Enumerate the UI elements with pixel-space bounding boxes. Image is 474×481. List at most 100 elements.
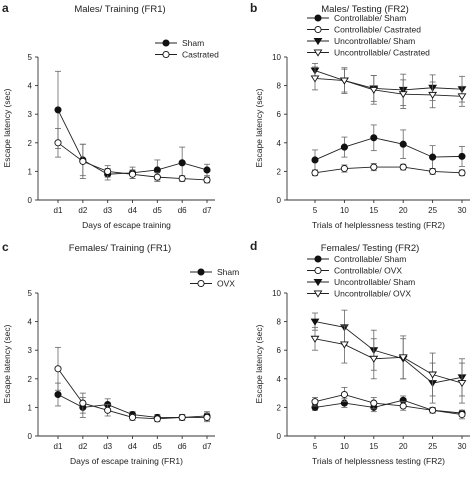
legend-marker [162,50,170,59]
legend-label: Castrated [182,50,219,60]
y-tick-label: 1 [28,403,33,412]
panel-title: Females/ Testing (FR2) [321,243,420,254]
data-point [178,413,186,421]
x-tick-label: 5 [313,206,318,215]
x-tick-label: d2 [78,442,87,451]
x-tick-label: 20 [399,442,408,451]
legend: Sham OVX [190,267,239,289]
data-point [203,176,211,184]
legend-marker [313,49,323,57]
series-2 [311,386,466,420]
panel-letter: b [250,1,257,15]
y-tick-label: 10 [272,53,281,62]
series-3 [310,63,467,107]
legend: Sham Castrated [155,38,219,60]
data-point [79,399,87,407]
data-point [54,139,62,147]
legend-label: Controllable/ Castrated [334,25,421,35]
x-tick-label: 15 [369,206,378,215]
data-point [54,365,62,373]
data-point [429,153,437,161]
data-point [369,86,379,94]
data-point [340,164,348,173]
data-point [153,173,161,181]
x-tick-label: d3 [103,206,112,215]
data-point [153,166,161,174]
legend-marker [313,38,323,46]
panel-title: Males/ Testing (FR2) [321,4,408,15]
data-point [398,91,408,99]
y-tick-label: 5 [28,289,33,298]
x-axis-label: Trials of helplessness testing (FR2) [312,456,445,466]
legend-label: Sham [217,267,239,277]
y-tick-label: 10 [272,289,281,298]
y-tick-label: 0 [28,432,33,441]
legend-label: Uncontrollable/ OVX [334,289,411,299]
data-point [458,410,466,419]
data-point [178,174,186,183]
panel-c: c Females/ Training (FR1) 0 1 2 3 4 5 d1 d2 d3 d4 d5… [2,240,239,466]
y-tick-label: 1 [28,167,33,176]
data-point [428,91,438,99]
x-tick-label: 30 [458,442,467,451]
legend-label: Controllable/ Sham [334,254,406,264]
panel-d: d Females/ Testing (FR2) 0 2 4 6 8 10 5 10 15 20 25 3… [250,239,470,466]
legend-marker [197,268,205,276]
data-point [311,398,319,406]
series-line [314,137,463,161]
data-point [54,390,62,399]
series-line [314,338,463,384]
legend-label: Uncontrollable/ Sham [334,277,415,287]
panel-title: Males/ Training (FR1) [74,4,165,15]
x-tick-label: 10 [340,442,349,451]
x-tick-label: d5 [153,206,162,215]
y-tick-label: 8 [277,318,282,327]
y-axis-label: Escape latency (sec) [2,88,12,167]
x-tick-label: d4 [128,206,137,215]
panel-letter: a [2,1,9,15]
data-point [429,167,437,175]
legend-label: Controllable/ Sham [334,13,406,23]
data-point [458,169,466,177]
y-axis-label: Escape latency (sec) [254,324,264,403]
panel-b: b Males/ Testing (FR2) 0 2 4 6 8 10 5 10 15 20 25 30 T… [250,1,470,230]
data-point [311,156,319,164]
series-line [314,78,463,97]
x-axis-label: Days of escape training (FR1) [70,456,183,466]
series-2 [54,346,211,423]
panel-letter: d [250,239,257,253]
series-line [314,166,463,174]
legend-label: Sham [182,38,204,48]
data-point [128,413,137,421]
y-tick-label: 4 [28,318,33,327]
series-1 [311,395,466,417]
data-point [311,169,319,177]
data-point [369,355,379,363]
x-tick-label: d6 [178,206,187,215]
data-point [370,399,378,407]
data-point [339,77,349,85]
series-1 [54,70,211,181]
legend-label: Uncontrollable/ Castrated [334,48,430,58]
data-point [104,406,112,414]
series-line [314,70,463,91]
series-4 [310,66,467,109]
y-tick-label: 3 [28,346,33,355]
data-point [340,390,348,399]
data-point [428,371,438,379]
y-tick-label: 2 [28,139,33,148]
data-point [370,163,378,171]
y-axis-label: Escape latency (sec) [2,324,12,403]
legend-label: OVX [217,279,235,289]
data-point [399,163,407,171]
data-point [399,140,407,148]
y-tick-label: 5 [28,53,33,62]
data-point [310,318,320,326]
series-4 [310,325,467,404]
x-axis-label: Trials of helplessness testing (FR2) [312,220,445,230]
legend-marker [313,290,323,298]
data-point [370,134,378,142]
x-tick-label: 25 [428,442,437,451]
